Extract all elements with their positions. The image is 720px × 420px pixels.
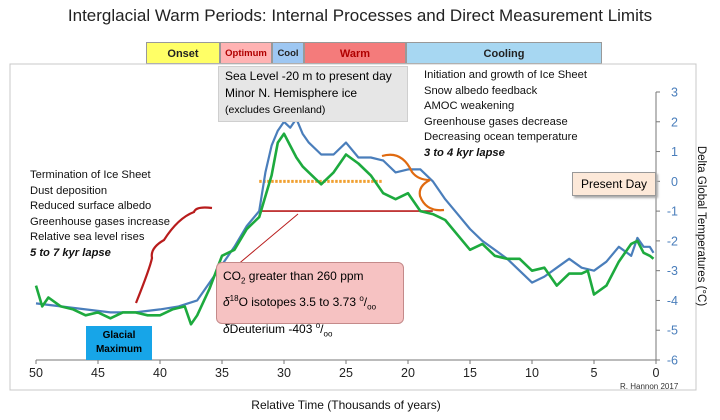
- x-tick-label: 25: [339, 366, 353, 380]
- y-axis-label: Delta Global Temperatures (°C): [695, 146, 707, 307]
- lapse-left: 5 to 7 kyr lapse: [30, 246, 111, 259]
- co2-box: CO2 greater than 260 ppm δ18O isotopes 3…: [216, 262, 404, 338]
- plot-frame: [9, 63, 697, 391]
- y-tick-label: -4: [667, 294, 678, 308]
- x-ticks: 50 45 40 35 30 25 20 15 10 5 0: [29, 360, 660, 380]
- y-tick-label: 3: [671, 86, 678, 100]
- y-tick-label: -5: [667, 324, 678, 338]
- x-tick-label: 0: [653, 366, 660, 380]
- x-tick-label: 20: [401, 366, 415, 380]
- o18-line: δ18O isotopes 3.5 to 3.73 o/oo: [223, 294, 377, 312]
- lapse-right: 3 to 4 kyr lapse: [424, 146, 505, 159]
- x-tick-label: 35: [215, 366, 229, 380]
- y-tick-label: -3: [667, 264, 678, 278]
- y-tick-label: 1: [671, 145, 678, 159]
- note-left-item: Relative sea level rises: [30, 231, 145, 243]
- right-bracket: [381, 153, 445, 212]
- y-tick-label: -6: [667, 354, 678, 368]
- x-tick-label: 50: [29, 366, 43, 380]
- y-tick-label: 2: [671, 115, 678, 129]
- deuterium-line: δDeuterium -403 o/oo: [223, 320, 333, 339]
- note-right-item: Snow albedo feedback: [424, 84, 538, 97]
- notes-right: Initiation and growth of Ice Sheet Snow …: [424, 68, 587, 161]
- co2-line: CO2 greater than 260 ppm: [223, 269, 364, 286]
- note-left-item: Termination of Ice Sheet: [30, 169, 151, 181]
- x-tick-label: 40: [153, 366, 167, 380]
- co2-pointer: [235, 213, 299, 267]
- series-lines: [34, 117, 655, 326]
- note-right-item: AMOC weakening: [424, 100, 515, 112]
- note-right-item: Initiation and growth of Ice Sheet: [424, 69, 587, 81]
- chart-title: Interglacial Warm Periods: Internal Proc…: [67, 6, 653, 25]
- x-tick-label: 10: [525, 366, 539, 380]
- credit: R. Hannon 2017: [620, 382, 679, 391]
- present-day-label: Present Day: [572, 172, 656, 196]
- note-right-item: Decreasing ocean temperature: [424, 131, 578, 143]
- ice-line: Minor N. Hemisphere ice: [225, 86, 358, 100]
- x-tick-label: 30: [277, 366, 291, 380]
- y-tick-label: -1: [667, 205, 678, 219]
- series-line-green: [34, 132, 655, 326]
- note-left-item: Reduced surface albedo: [30, 200, 152, 212]
- y-tick-label: -2: [667, 234, 678, 248]
- x-tick-label: 5: [591, 366, 598, 380]
- sea-level-box: Sea Level -20 m to present day Minor N. …: [218, 66, 408, 122]
- x-axis-label: Relative Time (Thousands of years): [251, 398, 440, 412]
- note-left-item: Greenhouse gases increase: [30, 215, 170, 228]
- x-tick-label: 15: [463, 366, 477, 380]
- y-ticks: 3 2 1 0 -1 -2 -3 -4 -5 -6: [656, 86, 678, 368]
- glacial-maximum-label: Glacial Maximum: [86, 326, 152, 360]
- reference-lines: [259, 179, 433, 212]
- note-right-item: Greenhouse gases decrease: [424, 115, 568, 128]
- greenland-line: (excludes Greenland): [225, 104, 326, 116]
- notes-left: Termination of Ice Sheet Dust deposition…: [30, 168, 170, 261]
- sea-level-line: Sea Level -20 m to present day: [225, 69, 392, 83]
- y-tick-label: 0: [671, 175, 678, 189]
- note-left-item: Dust deposition: [30, 184, 108, 197]
- x-tick-label: 45: [91, 366, 105, 380]
- left-bracket: [134, 206, 213, 304]
